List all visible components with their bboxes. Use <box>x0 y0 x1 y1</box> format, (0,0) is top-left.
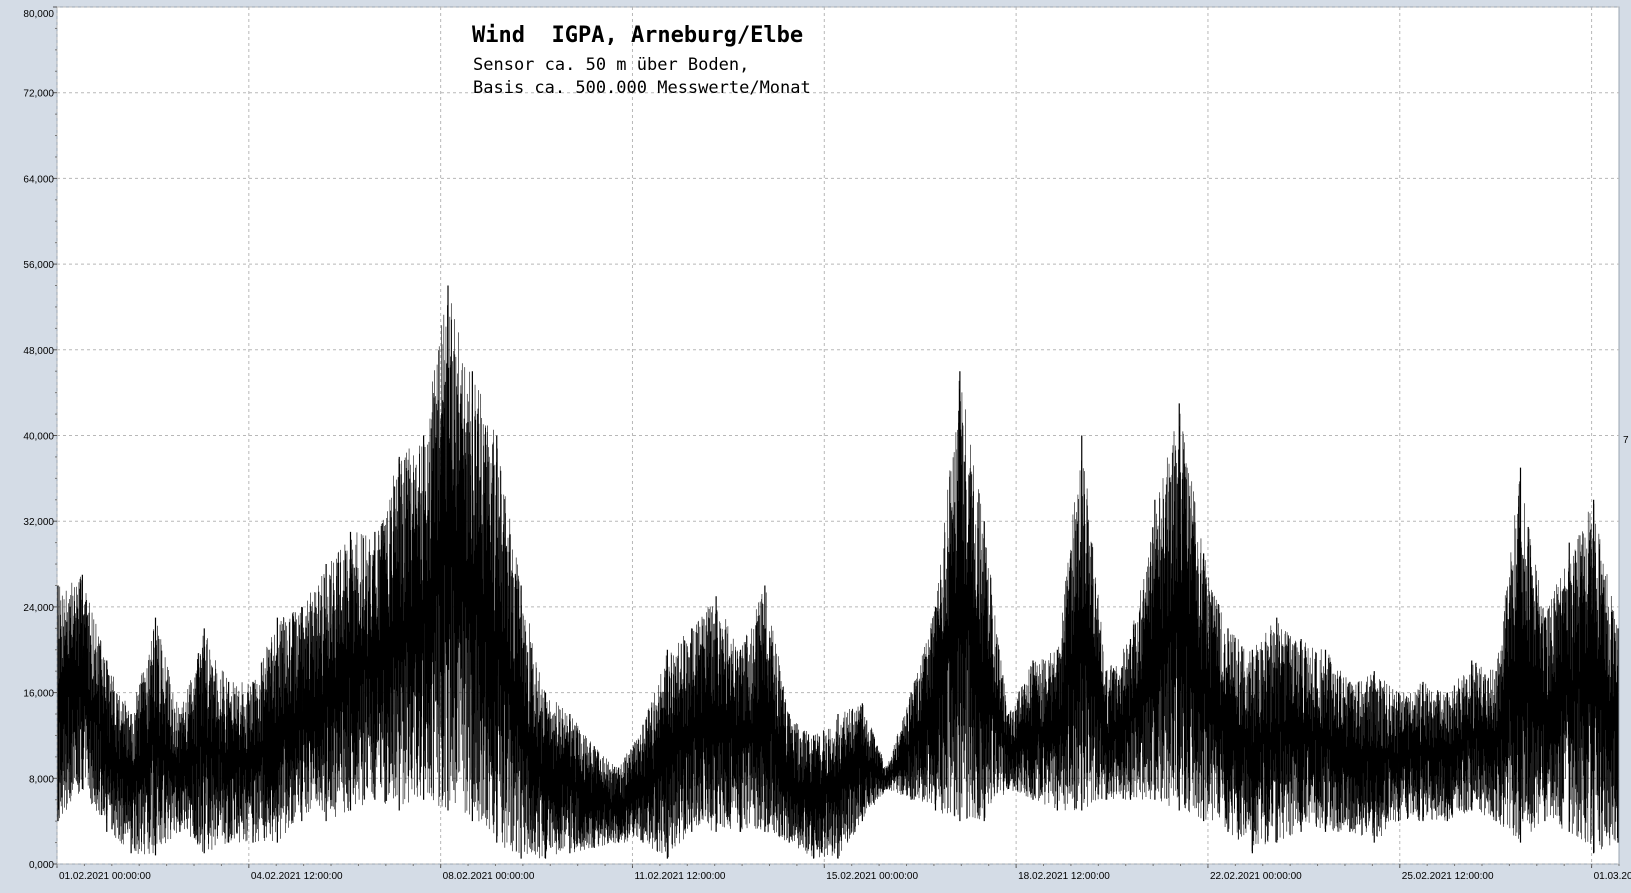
y-tick-label: 40,000 <box>23 432 54 443</box>
y-tick-label: 48,000 <box>23 346 54 357</box>
x-tick-label: 18.02.2021 12:00:00 <box>1018 871 1110 882</box>
x-tick-label: 04.02.2021 12:00:00 <box>251 871 343 882</box>
x-tick-label: 01.02.2021 00:00:00 <box>59 871 151 882</box>
series-wind <box>57 285 1619 859</box>
chart-title: Wind IGPA, Arneburg/Elbe <box>472 23 803 48</box>
x-tick-label: 25.02.2021 12:00:00 <box>1402 871 1494 882</box>
chart-subtitle-line-2: Basis ca. 500.000 Messwerte/Monat <box>473 78 811 98</box>
x-tick-label: 01.03.2021 00:00:00 <box>1594 871 1631 882</box>
y-tick-label: 80,000 <box>23 9 54 20</box>
right-edge-annotation: 7 <box>1623 435 1629 446</box>
y-axis: 0,000 8,000 16,000 24,000 32,000 40,000 48,000… <box>23 6 57 871</box>
x-tick-label: 11.02.2021 12:00:00 <box>634 871 725 882</box>
x-axis: 01.02.2021 00:00:00 04.02.2021 12:00:00 08… <box>56 864 1631 882</box>
y-tick-label: 32,000 <box>23 517 54 528</box>
y-tick-label: 8,000 <box>29 774 54 785</box>
y-tick-label: 24,000 <box>23 603 54 614</box>
x-tick-label: 08.02.2021 00:00:00 <box>443 871 535 882</box>
x-tick-label: 15.02.2021 00:00:00 <box>826 871 918 882</box>
y-tick-label: 64,000 <box>23 174 54 185</box>
y-tick-label: 56,000 <box>23 260 54 271</box>
y-tick-label: 16,000 <box>23 689 54 700</box>
y-tick-label: 72,000 <box>23 89 54 100</box>
x-tick-label: 22.02.2021 00:00:00 <box>1210 871 1302 882</box>
chart-subtitle-line-1: Sensor ca. 50 m über Boden, <box>473 55 749 75</box>
y-tick-label: 0,000 <box>29 860 54 871</box>
